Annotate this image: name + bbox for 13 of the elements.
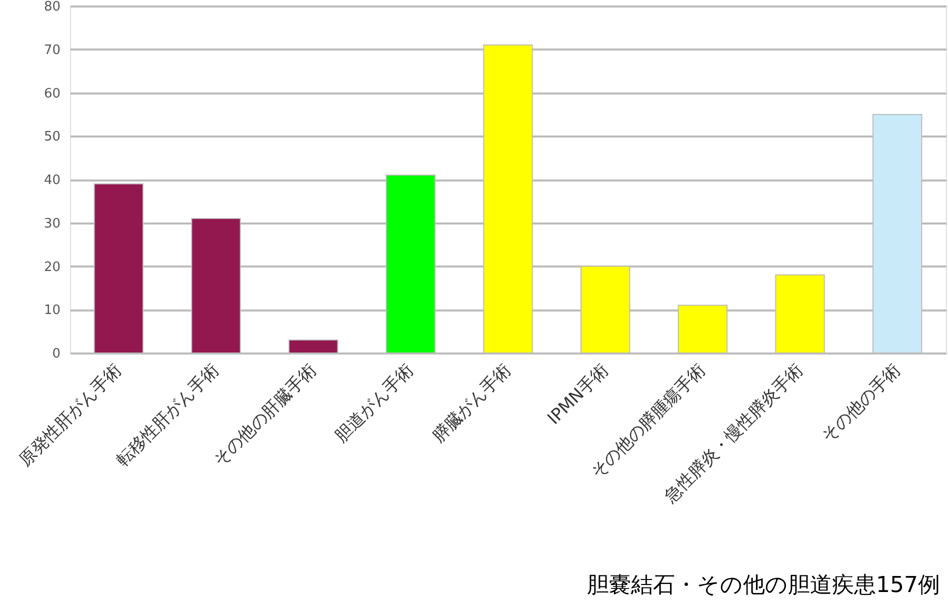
- y-tick-label: 70: [44, 42, 60, 58]
- y-tick-label: 20: [44, 260, 60, 275]
- y-tick-label: 40: [44, 173, 60, 188]
- y-tick-label: 60: [44, 86, 60, 102]
- x-tick-label: 膵臓がん手術: [428, 360, 516, 447]
- y-tick-label: 0: [52, 346, 60, 362]
- text: 胆嚢結石・その他の胆道疾患157例: [587, 573, 940, 598]
- y-tick-label: 30: [44, 216, 60, 232]
- y-tick-label: 10: [44, 303, 60, 318]
- x-tick-label: 胆道がん手術: [331, 360, 418, 447]
- y-tick-label: 50: [44, 130, 60, 145]
- y-tick-label: 80: [44, 0, 60, 14]
- x-tick-label: その他の手術: [818, 360, 904, 447]
